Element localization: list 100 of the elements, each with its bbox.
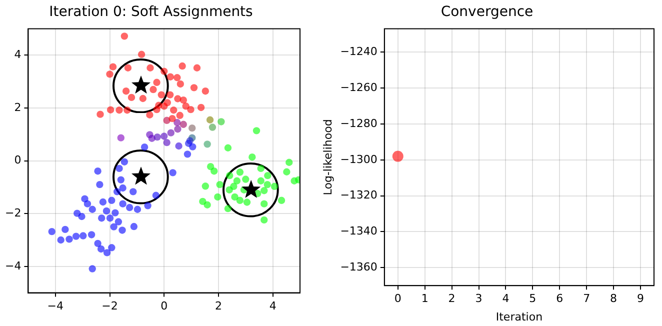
point	[164, 99, 171, 106]
point	[175, 142, 182, 150]
point	[193, 64, 201, 72]
point	[116, 164, 123, 172]
point	[233, 177, 241, 184]
point	[216, 180, 224, 188]
point	[146, 64, 154, 72]
point	[248, 154, 256, 161]
point	[62, 226, 69, 234]
x-tick-label: 5	[529, 292, 536, 306]
point	[130, 188, 137, 196]
point	[264, 180, 271, 188]
point	[163, 138, 170, 146]
point	[160, 132, 168, 140]
point	[112, 209, 119, 216]
point	[176, 80, 184, 88]
point	[260, 200, 268, 208]
point	[236, 196, 244, 204]
point	[109, 63, 117, 70]
y-tick-label: −1320	[340, 188, 378, 202]
y-tick-label: −1240	[340, 45, 378, 58]
point	[124, 106, 131, 114]
point	[180, 96, 188, 104]
point	[206, 116, 214, 124]
point	[278, 196, 286, 204]
x-tick-label: 3	[475, 292, 482, 306]
point	[176, 112, 184, 119]
x-tick-label: 6	[556, 292, 564, 306]
point	[166, 91, 174, 98]
y-tick-label: 0	[14, 154, 22, 167]
x-tick-label: −4	[47, 299, 64, 312]
point	[108, 244, 116, 252]
point	[204, 201, 211, 208]
point	[80, 232, 87, 240]
point	[120, 32, 128, 40]
point	[158, 91, 165, 98]
point	[96, 110, 104, 118]
point	[66, 236, 73, 243]
point	[154, 133, 161, 141]
y-tick-label: 2	[14, 100, 22, 114]
point	[140, 143, 148, 151]
y-tick-label: −2	[4, 206, 22, 220]
point	[108, 196, 116, 204]
x-tick-label: 0	[394, 292, 402, 306]
point	[48, 228, 56, 236]
point	[188, 124, 196, 132]
x-tick-label: 9	[637, 292, 644, 306]
x-tick-label: 2	[214, 299, 222, 312]
point	[199, 198, 206, 206]
point	[166, 73, 174, 80]
point	[270, 182, 278, 190]
x-tick-label: 8	[610, 292, 618, 306]
y-tick-label: −4	[4, 259, 22, 272]
point	[252, 127, 260, 134]
point	[120, 158, 128, 166]
point	[167, 129, 175, 136]
point	[106, 214, 114, 222]
point	[130, 222, 138, 230]
point	[226, 186, 233, 194]
point	[103, 249, 111, 256]
point	[190, 84, 198, 92]
point	[84, 200, 92, 208]
point	[134, 206, 142, 213]
point	[78, 212, 86, 220]
y-tick-label: −1360	[340, 260, 378, 274]
point	[98, 214, 106, 222]
point	[119, 184, 126, 192]
point	[139, 94, 147, 102]
point	[119, 200, 126, 208]
point	[153, 78, 160, 86]
point	[110, 223, 118, 230]
point	[210, 167, 218, 175]
chart-title: Convergence	[440, 4, 534, 20]
point	[114, 218, 122, 226]
point	[144, 202, 152, 210]
x-tick-label: 0	[160, 299, 168, 312]
point	[214, 193, 222, 201]
point	[169, 169, 176, 176]
point	[117, 134, 124, 142]
point	[224, 204, 232, 212]
point	[243, 198, 251, 206]
x-tick-label: 1	[421, 292, 428, 306]
y-tick-label: −1340	[340, 224, 378, 238]
point	[155, 102, 162, 109]
point	[236, 168, 244, 176]
point	[97, 245, 105, 253]
point	[184, 150, 192, 158]
point	[88, 231, 96, 238]
point	[189, 143, 196, 150]
point	[260, 216, 268, 224]
point	[88, 206, 96, 213]
point	[168, 114, 176, 122]
point	[242, 176, 250, 183]
point	[260, 187, 268, 194]
point	[202, 88, 210, 95]
point	[187, 106, 194, 114]
point	[174, 74, 181, 82]
point	[218, 118, 225, 126]
point	[286, 158, 293, 166]
point	[174, 95, 182, 102]
